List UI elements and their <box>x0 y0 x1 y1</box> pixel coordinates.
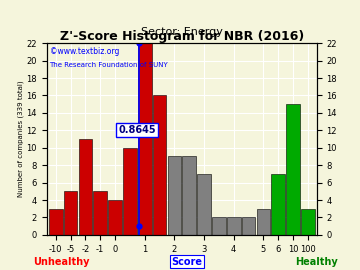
Text: Sector: Energy: Sector: Energy <box>141 28 223 38</box>
Bar <box>286 104 300 235</box>
Text: Healthy: Healthy <box>296 256 338 266</box>
Bar <box>49 209 63 235</box>
Bar <box>93 191 107 235</box>
Bar <box>197 174 211 235</box>
Bar <box>183 157 196 235</box>
Text: Unhealthy: Unhealthy <box>33 256 89 266</box>
Y-axis label: Number of companies (339 total): Number of companies (339 total) <box>17 81 24 197</box>
Bar <box>301 209 315 235</box>
Bar <box>242 217 255 235</box>
Bar <box>153 96 166 235</box>
Bar <box>212 217 226 235</box>
Bar <box>64 191 77 235</box>
Text: ©www.textbiz.org: ©www.textbiz.org <box>50 47 119 56</box>
Text: Score: Score <box>172 256 203 266</box>
Bar <box>123 148 137 235</box>
Text: 0.8645: 0.8645 <box>118 125 156 135</box>
Bar <box>257 209 270 235</box>
Bar <box>227 217 240 235</box>
Title: Z'-Score Histogram for NBR (2016): Z'-Score Histogram for NBR (2016) <box>60 30 304 43</box>
Bar <box>78 139 92 235</box>
Bar <box>108 200 122 235</box>
Bar <box>167 157 181 235</box>
Text: The Research Foundation of SUNY: The Research Foundation of SUNY <box>50 62 168 68</box>
Bar <box>138 43 152 235</box>
Bar <box>271 174 285 235</box>
